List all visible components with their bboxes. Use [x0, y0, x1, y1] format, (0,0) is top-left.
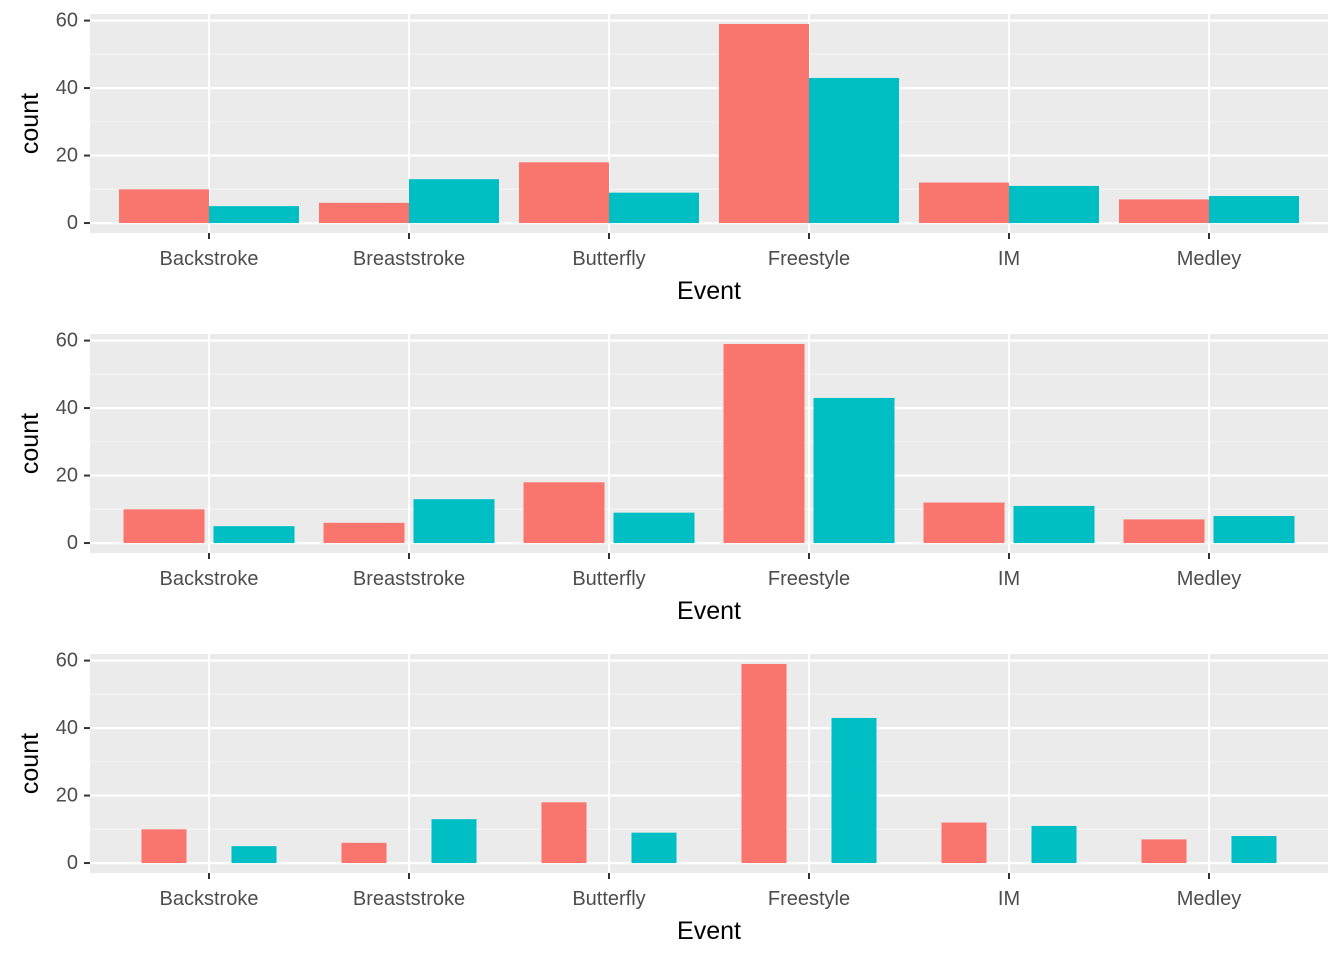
bar-freestyle-series-2 [809, 77, 899, 224]
bar-freestyle-series-1 [723, 343, 805, 544]
bar-im-series-1 [919, 182, 1009, 224]
bar-breaststroke-series-1 [319, 202, 409, 224]
bar-im-series-2 [1013, 505, 1095, 544]
bar-medley-series-2 [1231, 836, 1277, 864]
y-tick-label: 60 [56, 650, 78, 672]
x-tick-label: Butterfly [572, 248, 645, 270]
y-tick-label: 40 [56, 77, 78, 99]
bar-medley-series-1 [1119, 199, 1209, 224]
bar-butterfly-series-1 [523, 482, 605, 544]
x-tick-label: IM [998, 248, 1020, 270]
bar-backstroke-series-1 [123, 509, 205, 544]
y-tick-label: 20 [56, 785, 78, 807]
bar-medley-series-2 [1213, 516, 1295, 544]
bar-medley-series-1 [1141, 839, 1187, 864]
bar-breaststroke-series-2 [413, 499, 495, 544]
chart-panel-2: 0 20 40 60 Backstroke Breaststroke Butterfly Fr… [16, 330, 1328, 625]
x-tick-label: Medley [1177, 568, 1241, 590]
bar-im-series-1 [941, 822, 987, 864]
x-tick-label: Freestyle [768, 888, 850, 910]
x-tick-label: Backstroke [160, 888, 259, 910]
bar-breaststroke-series-2 [409, 179, 499, 224]
panel-background [90, 14, 1328, 233]
x-tick-label: Breaststroke [353, 248, 465, 270]
bar-backstroke-series-2 [213, 526, 295, 544]
x-axis-title: Event [677, 597, 741, 625]
bar-butterfly-series-2 [631, 832, 677, 864]
x-tick-label: Backstroke [160, 248, 259, 270]
x-axis-title: Event [677, 277, 741, 305]
x-tick-label: Butterfly [572, 888, 645, 910]
y-tick-label: 0 [67, 532, 78, 554]
x-axis-title: Event [677, 917, 741, 945]
chart-panel-3: 0 20 40 60 Backstroke Breaststroke Butterfly Fr… [16, 650, 1328, 945]
x-tick-label: Freestyle [768, 568, 850, 590]
bar-im-series-2 [1031, 825, 1077, 864]
bar-butterfly-series-2 [613, 512, 695, 544]
bar-breaststroke-series-2 [431, 819, 477, 864]
x-tick-label: Freestyle [768, 248, 850, 270]
x-tick-label: Medley [1177, 888, 1241, 910]
bar-butterfly-series-1 [541, 802, 587, 864]
bar-butterfly-series-2 [609, 192, 699, 224]
bar-backstroke-series-2 [209, 206, 299, 224]
bar-breaststroke-series-1 [323, 522, 405, 544]
y-axis-title: count [16, 413, 44, 474]
y-tick-label: 60 [56, 330, 78, 352]
x-tick-label: Medley [1177, 248, 1241, 270]
y-axis-title: count [16, 733, 44, 794]
y-tick-label: 40 [56, 717, 78, 739]
bar-freestyle-series-2 [813, 397, 895, 544]
y-tick-label: 0 [67, 852, 78, 874]
y-tick-label: 20 [56, 145, 78, 167]
y-axis-title: count [16, 93, 44, 154]
y-tick-label: 60 [56, 10, 78, 32]
x-tick-label: Breaststroke [353, 888, 465, 910]
y-tick-label: 40 [56, 397, 78, 419]
bar-freestyle-series-2 [831, 717, 877, 864]
bar-medley-series-1 [1123, 519, 1205, 544]
bar-freestyle-series-1 [741, 663, 787, 864]
bar-im-series-2 [1009, 185, 1099, 224]
panel-background [90, 654, 1328, 873]
panel-background [90, 334, 1328, 553]
chart-panel-1: 0 20 40 60 Backstroke Breaststroke Butterfly Fr… [16, 10, 1328, 305]
x-tick-label: Backstroke [160, 568, 259, 590]
y-tick-label: 20 [56, 465, 78, 487]
bar-backstroke-series-1 [119, 189, 209, 224]
bar-breaststroke-series-1 [341, 842, 387, 864]
bar-freestyle-series-1 [719, 23, 809, 224]
y-tick-label: 0 [67, 212, 78, 234]
bar-backstroke-series-1 [141, 829, 187, 864]
x-tick-label: IM [998, 568, 1020, 590]
x-tick-label: Butterfly [572, 568, 645, 590]
x-tick-label: Breaststroke [353, 568, 465, 590]
x-tick-label: IM [998, 888, 1020, 910]
bar-butterfly-series-1 [519, 162, 609, 224]
bar-medley-series-2 [1209, 196, 1299, 224]
bar-backstroke-series-2 [231, 846, 277, 864]
bar-im-series-1 [923, 502, 1005, 544]
